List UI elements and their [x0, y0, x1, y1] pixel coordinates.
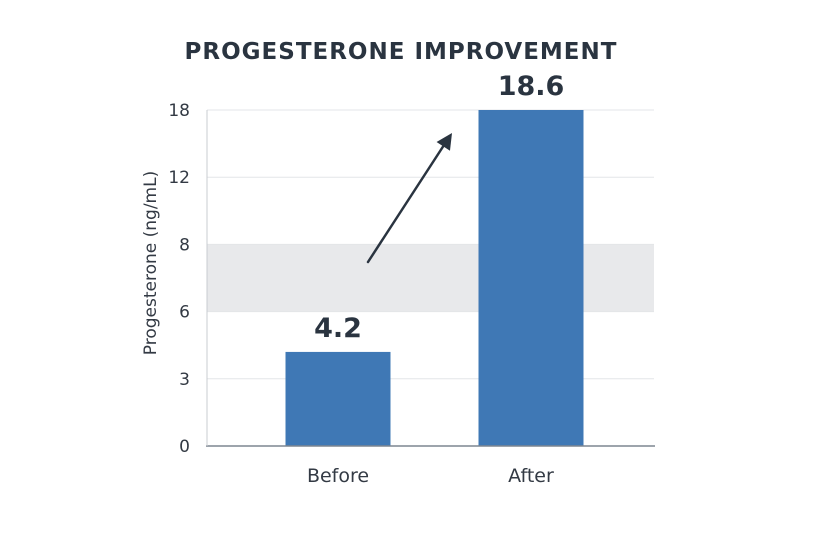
trend-arrow — [366, 133, 452, 264]
bar-after — [478, 110, 584, 446]
data-label-after: 18.6 — [498, 71, 565, 102]
y-tick-label: 12 — [168, 168, 190, 188]
x-category-label: Before — [307, 465, 369, 487]
y-tick-label: 18 — [168, 101, 190, 121]
bar-before — [285, 351, 391, 446]
y-tick-label: 8 — [179, 235, 190, 255]
y-axis-label: Progesterone (ng/mL) — [141, 171, 161, 355]
y-tick-label: 6 — [179, 303, 190, 323]
y-tick-label: 3 — [179, 370, 190, 390]
data-label-before: 4.2 — [314, 313, 362, 344]
reference-band — [207, 244, 654, 312]
y-tick-label: 0 — [179, 437, 190, 457]
x-category-label: After — [508, 465, 554, 487]
chart-title: PROGESTERONE IMPROVEMENT — [185, 39, 618, 65]
